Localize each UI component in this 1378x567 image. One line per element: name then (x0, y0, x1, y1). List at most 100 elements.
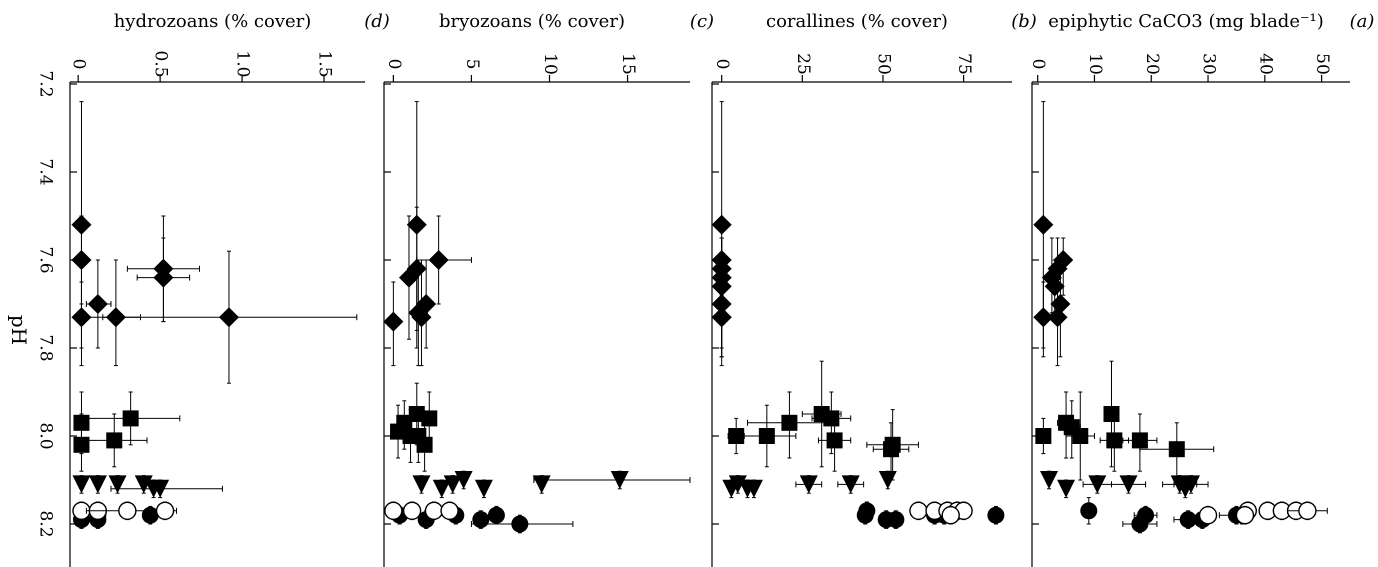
diamond-marker (87, 294, 108, 314)
data-point-circle-open (1272, 501, 1292, 521)
panel-ylabel: corallines (% cover) (766, 11, 948, 32)
diamond-marker (1033, 307, 1054, 328)
ph-tick-label: 8.2 (36, 510, 56, 537)
value-tick-label: 50 (1312, 53, 1332, 75)
ph-tick-label: 7.2 (36, 70, 56, 97)
data-point-diamond (398, 215, 419, 340)
triangle-marker (88, 475, 107, 494)
ph-tick-label-group: 7.4 (36, 158, 56, 185)
triangle-marker (1088, 475, 1107, 494)
data-point-triangle (151, 479, 170, 499)
triangle-marker (841, 475, 860, 494)
value-tick-label: 0 (712, 59, 732, 70)
diamond-marker (71, 250, 92, 270)
data-point-triangle (1111, 475, 1147, 494)
value-tick-label: 1.0 (233, 50, 253, 77)
value-tick-label: 50 (873, 53, 893, 75)
data-point-circle-open (440, 501, 459, 521)
filled-circle-marker (1080, 502, 1098, 520)
data-point-triangle (1057, 479, 1076, 499)
ph-tick-label-group: 8.2 (36, 510, 56, 537)
data-point-diamond (85, 259, 141, 367)
data-point-diamond (85, 259, 112, 349)
diamond-marker (411, 307, 432, 328)
filled-circle-marker (987, 506, 1005, 524)
data-point-circle-open (402, 501, 422, 521)
data-point-circle-filled (1080, 497, 1098, 525)
data-point-circle-open (424, 501, 444, 521)
data-point-diamond (1050, 259, 1071, 358)
data-point-square (1099, 413, 1130, 472)
panel-b: 0 25 50 75 corallines (% cover) (b) (711, 11, 1037, 567)
diamond-marker (1047, 307, 1068, 328)
square-marker (421, 410, 438, 427)
data-point-triangle (744, 479, 763, 499)
value-tick-label: 1.5 (315, 50, 335, 77)
data-point-square (1065, 391, 1095, 481)
data-point-square (416, 417, 433, 472)
square-marker (390, 423, 407, 440)
ph-tick-label: 7.4 (36, 158, 56, 185)
ph-tick-label: 7.8 (36, 334, 56, 361)
triangle-marker (1057, 479, 1076, 498)
data-point-diamond (1033, 281, 1054, 358)
open-circle-marker (424, 501, 444, 520)
data-point-triangle (1082, 475, 1112, 494)
value-tick-label: 0 (384, 59, 404, 70)
filled-circle-marker (487, 506, 505, 524)
data-point-square (390, 404, 407, 459)
square-marker (1131, 432, 1148, 449)
data-point-circle-filled (987, 505, 1005, 525)
filled-circle-marker (856, 506, 874, 524)
data-point-triangle (1040, 470, 1059, 490)
open-circle-marker (118, 501, 137, 520)
open-circle-marker (941, 506, 960, 525)
value-tick-label: 10 (540, 53, 560, 75)
square-marker (781, 414, 798, 431)
panel-ylabel: hydrozoans (% cover) (114, 11, 312, 32)
panel-c: 0 5 10 15 bryozoans (% cover) (c) (383, 11, 714, 567)
panel-ylabel: bryozoans (% cover) (439, 11, 625, 32)
ph-tick-label-group: 8.0 (36, 422, 56, 449)
data-point-triangle (837, 475, 865, 494)
data-point-square (737, 404, 797, 468)
data-point-diamond (136, 237, 191, 323)
value-tick-label: 0.5 (151, 50, 171, 77)
value-tick-label: 30 (1199, 53, 1219, 75)
value-tick-label: 0 (1028, 59, 1048, 70)
triangle-marker (1176, 479, 1195, 498)
open-circle-marker (440, 501, 459, 520)
open-circle-marker (384, 501, 403, 520)
square-marker (826, 432, 843, 449)
triangle-marker (799, 475, 818, 494)
data-point-square (1139, 422, 1215, 481)
data-point-square (746, 391, 832, 459)
ph-tick-label: 8.0 (36, 422, 56, 449)
triangle-marker (1040, 471, 1059, 489)
square-marker (728, 428, 745, 444)
open-circle-marker (1298, 501, 1317, 520)
triangle-marker (108, 475, 127, 494)
square-marker (408, 406, 425, 422)
triangle-marker (532, 475, 551, 494)
data-point-triangle (412, 475, 431, 494)
panel-letter: (a) (1350, 11, 1375, 32)
diamond-marker (711, 214, 732, 235)
open-circle-marker (1198, 506, 1218, 525)
value-tick-label: 75 (954, 53, 974, 75)
data-point-circle-open (1258, 501, 1277, 521)
diamond-marker (1050, 294, 1071, 314)
panel-letter: (b) (1011, 11, 1037, 32)
data-point-triangle (432, 479, 451, 499)
triangle-marker (878, 471, 897, 489)
filled-circle-marker (887, 511, 905, 529)
square-marker (73, 436, 90, 453)
value-tick-label: 20 (1142, 53, 1162, 75)
open-circle-marker (155, 501, 175, 520)
open-circle-marker (402, 501, 422, 520)
square-marker (416, 436, 433, 453)
diamond-marker (1044, 276, 1065, 297)
filled-circle-marker (511, 515, 529, 533)
data-point-diamond (416, 215, 472, 305)
diamond-marker (711, 307, 732, 328)
